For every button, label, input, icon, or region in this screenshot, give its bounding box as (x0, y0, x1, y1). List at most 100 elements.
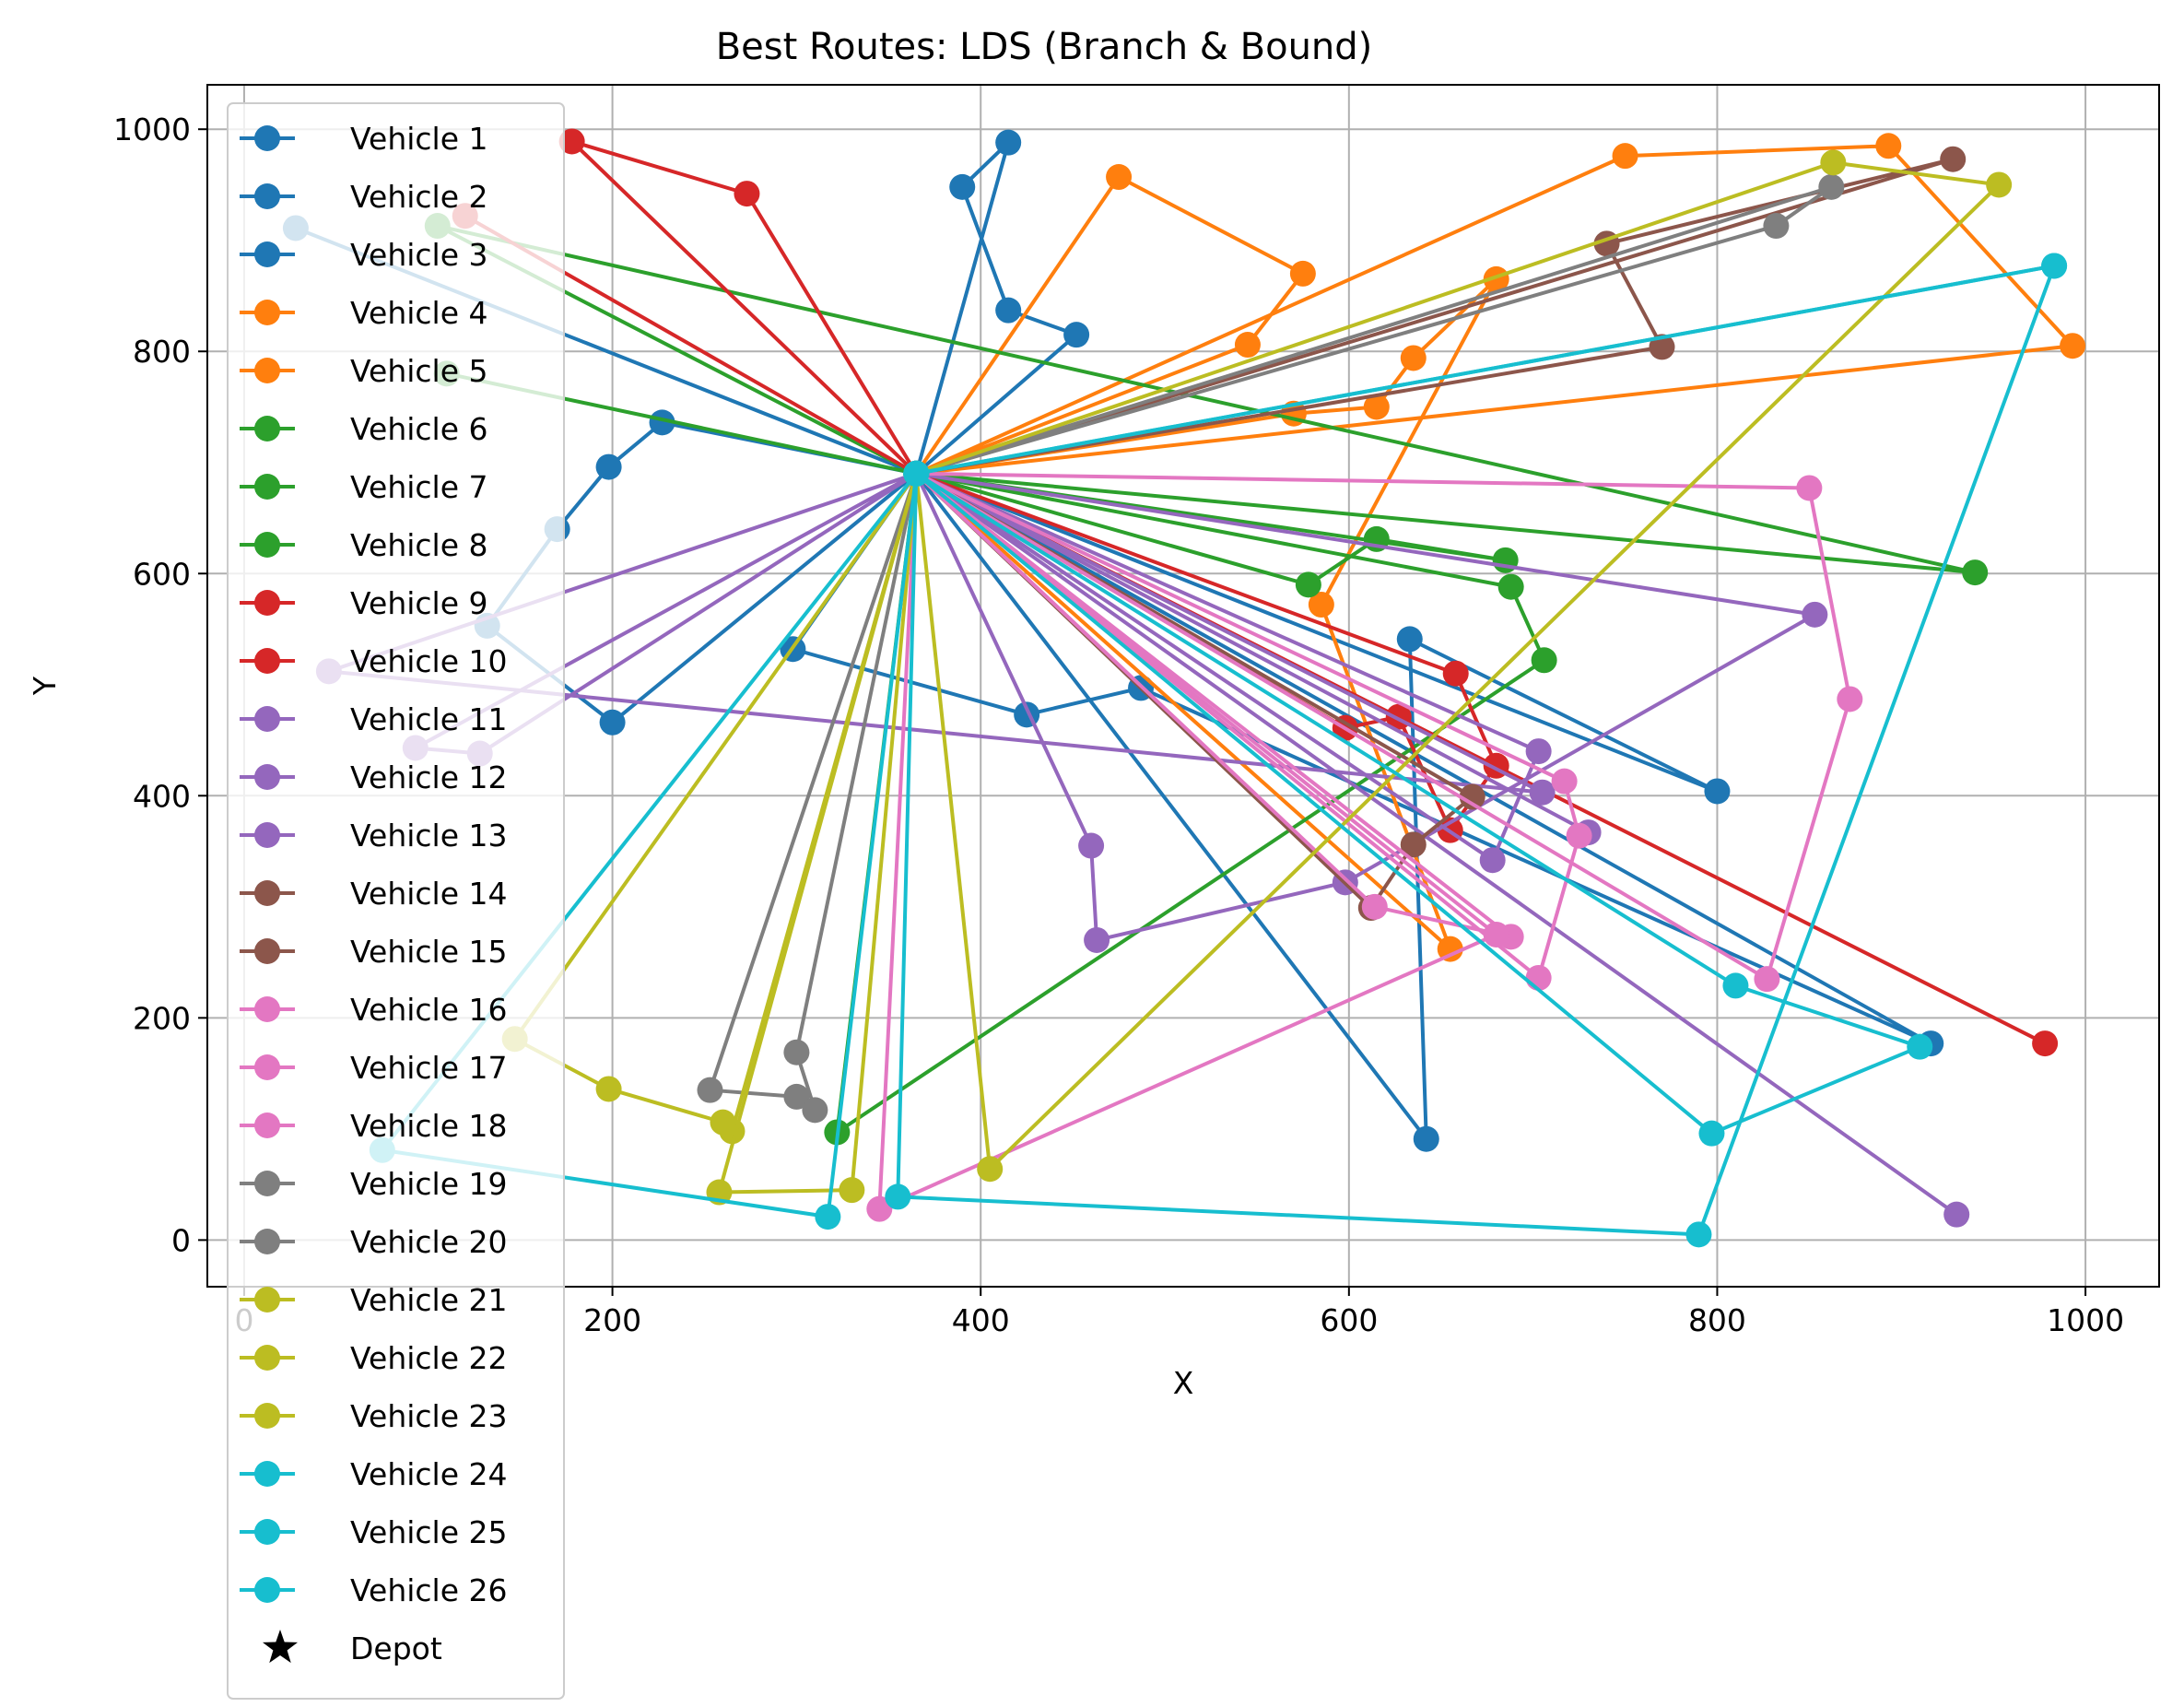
route-point (1962, 559, 1989, 586)
x-axis-label: X (1173, 1365, 1194, 1401)
legend-label: Vehicle 8 (350, 527, 488, 563)
y-tick-label-1: 200 (133, 1000, 191, 1036)
route-point (595, 453, 622, 480)
route-point (783, 1039, 810, 1065)
plot-frame (206, 84, 2160, 1288)
legend-label: Vehicle 11 (350, 701, 508, 737)
legend-marker (254, 358, 280, 383)
route-point (1442, 660, 1469, 687)
y-axis-label: Y (27, 676, 63, 696)
legend-entry-vehicle-19: Vehicle 19 (240, 1166, 508, 1202)
route-point (1722, 972, 1749, 999)
route-point (1704, 778, 1731, 805)
route-point (1396, 626, 1423, 653)
y-tick-label-3: 600 (133, 556, 191, 592)
route-point (1413, 1125, 1439, 1152)
legend-label: Depot (350, 1630, 442, 1666)
legend-entry-vehicle-25: Vehicle 25 (240, 1514, 508, 1550)
chart-title: Best Routes: LDS (Branch & Bound) (716, 26, 1373, 68)
legend-label: Vehicle 7 (350, 469, 488, 505)
legend-entry-vehicle-21: Vehicle 21 (240, 1282, 508, 1318)
route-point (1698, 1120, 1725, 1147)
legend-label: Vehicle 1 (350, 121, 488, 157)
legend-label: Vehicle 14 (350, 876, 508, 912)
route-point (1796, 475, 1823, 501)
legend-label: Vehicle 18 (350, 1108, 508, 1144)
route-line (914, 140, 1079, 476)
legend-entry-vehicle-7: Vehicle 7 (240, 469, 488, 505)
route-line (435, 224, 1978, 575)
x-tick-label-2: 400 (952, 1302, 1010, 1338)
route-point (1106, 164, 1133, 191)
route-line (380, 472, 919, 1219)
route-point (815, 1204, 841, 1230)
legend-entry-vehicle-23: Vehicle 23 (240, 1398, 508, 1434)
route-point (1943, 1201, 1970, 1228)
route-point (1531, 647, 1557, 674)
y-tick-label-0: 0 (171, 1222, 191, 1258)
legend-entry-depot: Depot (262, 1630, 442, 1666)
route-point (697, 1077, 723, 1103)
route-point (1437, 936, 1463, 962)
legend-marker (254, 474, 280, 500)
legend-entry-vehicle-6: Vehicle 6 (240, 411, 488, 447)
legend-marker (254, 300, 280, 325)
legend-label: Vehicle 12 (350, 759, 508, 795)
legend-label: Vehicle 19 (350, 1166, 508, 1202)
route-point (1940, 146, 1967, 172)
legend-entry-vehicle-5: Vehicle 5 (240, 353, 488, 389)
route-point (1459, 783, 1485, 810)
legend-label: Vehicle 15 (350, 934, 508, 970)
y-tick-label-2: 400 (133, 778, 191, 814)
legend-entry-vehicle-13: Vehicle 13 (240, 818, 508, 854)
route-line (717, 473, 919, 1195)
route-line (512, 472, 919, 1134)
route-line (915, 184, 1834, 476)
route-point (1551, 768, 1578, 795)
legend-label: Vehicle 2 (350, 179, 488, 215)
route-point (1289, 260, 1316, 287)
route-point (1802, 601, 1828, 628)
legend-entry-vehicle-26: Vehicle 26 (240, 1572, 508, 1608)
legend-marker (254, 590, 280, 616)
route-point (903, 460, 930, 487)
legend-marker (254, 241, 280, 267)
route-point (1497, 573, 1524, 600)
route-point (1483, 921, 1509, 948)
legend-marker (254, 764, 280, 790)
legend-marker (254, 822, 280, 848)
route-line (293, 226, 1933, 1141)
legend-label: Vehicle 9 (350, 585, 488, 621)
route-point (1295, 571, 1321, 598)
route-point (885, 1183, 911, 1210)
legend-marker (254, 1519, 280, 1545)
route-point (1525, 738, 1552, 765)
route-point (783, 1083, 810, 1110)
route-point (649, 409, 675, 436)
legend-marker (254, 1287, 280, 1313)
route-point (1837, 686, 1863, 712)
legend-entry-vehicle-2: Vehicle 2 (240, 179, 488, 215)
legend-label: Vehicle 6 (350, 411, 488, 447)
legend-marker (254, 1112, 280, 1138)
legend-entry-vehicle-22: Vehicle 22 (240, 1340, 508, 1376)
route-point (1907, 1033, 1933, 1060)
legend-entry-vehicle-16: Vehicle 16 (240, 992, 508, 1028)
route-point (734, 181, 760, 207)
x-tick-label-4: 800 (1688, 1302, 1746, 1338)
legend-entry-vehicle-17: Vehicle 17 (240, 1050, 508, 1086)
legend-marker (254, 706, 280, 732)
route-point (1400, 345, 1427, 371)
legend-marker (254, 1461, 280, 1487)
route-point (866, 1195, 893, 1222)
route-line (914, 471, 1581, 980)
legend-entry-vehicle-18: Vehicle 18 (240, 1108, 508, 1144)
legend-marker (254, 125, 280, 151)
route-point (1363, 394, 1390, 420)
legend-label: Vehicle 24 (350, 1456, 508, 1492)
route-point (1308, 592, 1334, 618)
legend-marker (254, 532, 280, 558)
legend-entry-vehicle-15: Vehicle 15 (240, 934, 508, 970)
route-point (1820, 149, 1847, 176)
route-point (1612, 143, 1638, 170)
